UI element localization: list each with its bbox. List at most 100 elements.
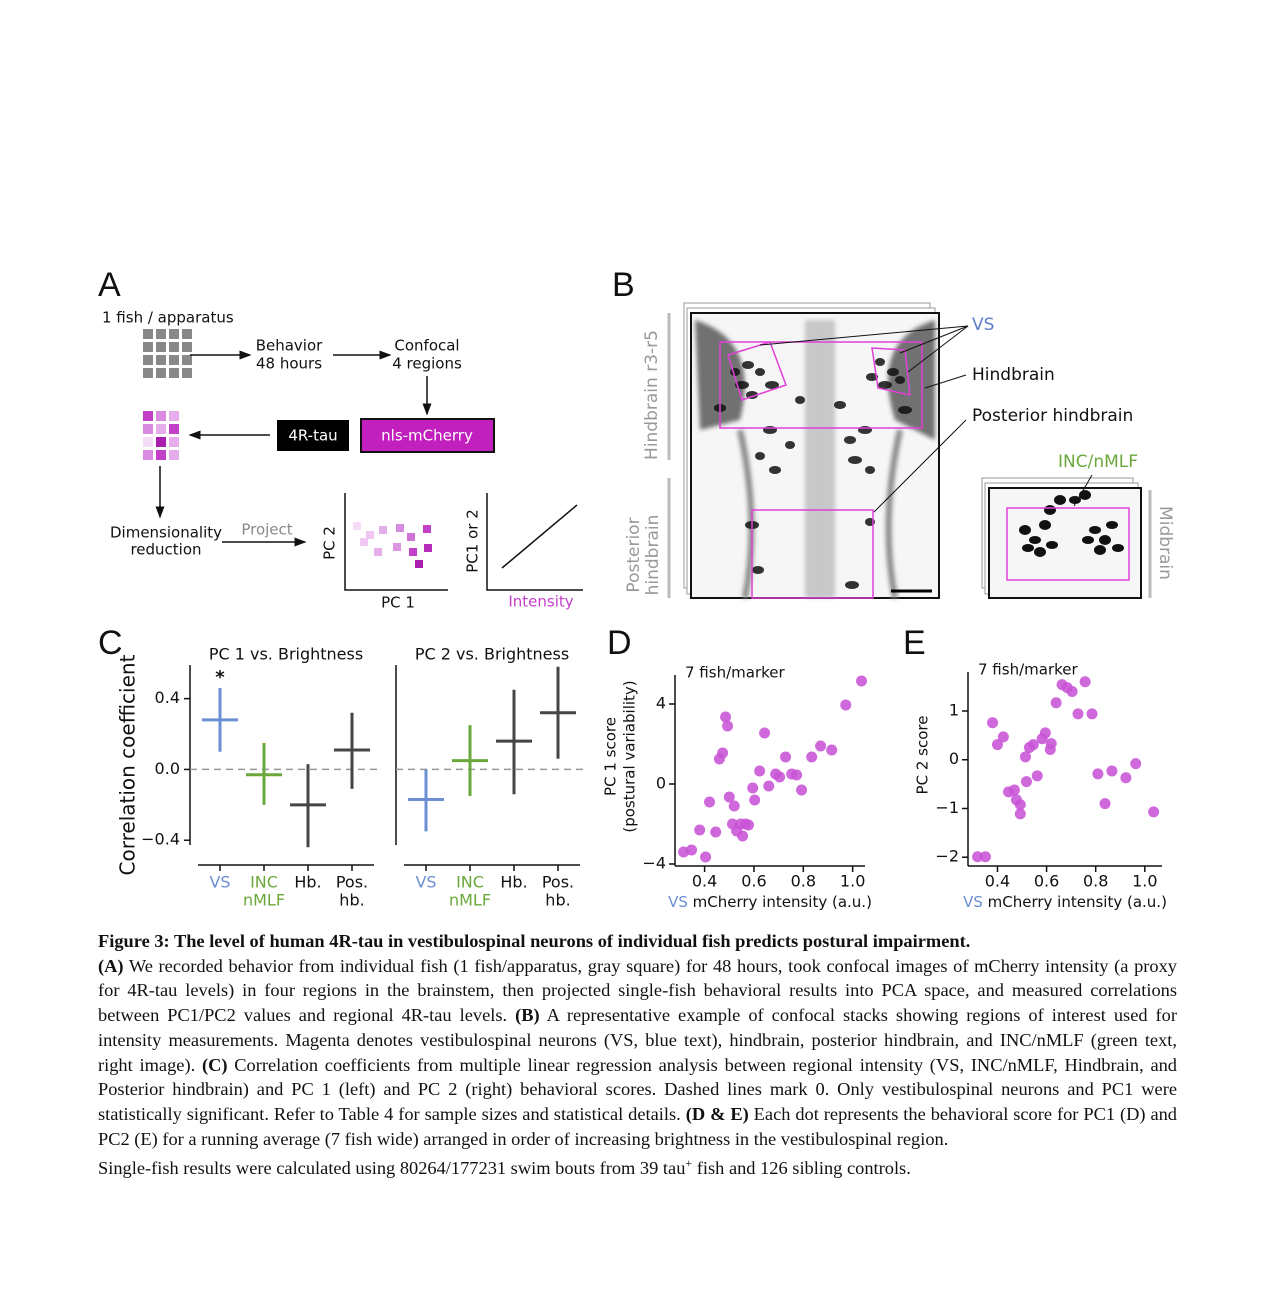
point (763, 780, 775, 792)
point (1066, 685, 1078, 697)
point (717, 747, 729, 759)
neuron (1069, 496, 1081, 504)
caption-text: fish and 126 sibling controls. (692, 1158, 911, 1179)
label: Intensity (508, 593, 573, 611)
square (156, 411, 166, 421)
point (1086, 708, 1098, 720)
x-tick-label: hb. (545, 891, 570, 910)
caption-text: (A) (98, 955, 124, 976)
label: PC 1 (381, 594, 415, 612)
x-tick-label: 1.0 (840, 872, 865, 891)
point (1120, 772, 1132, 784)
x-tick-label: VS (209, 873, 230, 892)
square (169, 368, 179, 378)
y-tick-label: 0 (949, 749, 959, 768)
neuron (1044, 505, 1056, 515)
y-tick-label: 0.4 (155, 688, 180, 707)
x-axis-label-part: mCherry intensity (a.u.) (688, 893, 872, 911)
caption-title: Figure 3: The level of human 4R-tau in v… (98, 931, 971, 951)
point (720, 711, 732, 723)
square (143, 342, 153, 352)
square (182, 329, 192, 339)
label: Hindbrain (972, 365, 1055, 385)
roi (719, 341, 923, 429)
x-tick-label: 0.6 (741, 872, 766, 891)
point (997, 731, 1009, 743)
point (754, 765, 766, 777)
square (156, 329, 166, 339)
square (169, 424, 179, 434)
annotation: 7 fish/marker (978, 661, 1078, 679)
label: 4 regions (392, 355, 462, 373)
point (979, 851, 991, 863)
point (791, 769, 803, 781)
point (722, 720, 734, 732)
point (1092, 768, 1104, 780)
square (366, 531, 374, 539)
square (156, 368, 166, 378)
roi (727, 341, 787, 401)
neuron (1034, 547, 1046, 557)
panel-b: Hindbrain r3-r5 Posterior hindbrain Midb… (624, 302, 1175, 599)
caption-text: We recorded behavior from individual fis… (98, 955, 1177, 1026)
point (774, 771, 786, 783)
neuron (895, 376, 905, 384)
square (143, 411, 153, 421)
neuron (785, 441, 795, 449)
y-tick-label: −4 (642, 854, 666, 873)
neuron (858, 426, 872, 434)
trend-line (501, 504, 578, 569)
label: 48 hours (256, 355, 322, 373)
point (826, 744, 838, 756)
neuron (1089, 526, 1101, 534)
panel-letter: C (98, 624, 123, 662)
square (143, 437, 153, 447)
neuron (866, 373, 878, 381)
square (156, 450, 166, 460)
caption-text: (C) (201, 1054, 228, 1075)
point (1008, 784, 1020, 796)
neuron (878, 381, 892, 389)
x-tick-label: 0.6 (1034, 872, 1059, 891)
annotation: 7 fish/marker (685, 664, 785, 682)
neuron (844, 436, 856, 444)
square (379, 526, 387, 534)
x-tick-label: Hb. (294, 873, 321, 892)
caption-paragraph: Single-fish results were calculated usin… (98, 1151, 1177, 1181)
square (407, 533, 415, 541)
point (728, 800, 740, 812)
square (143, 329, 153, 339)
point (686, 844, 698, 856)
y-axis-label: PC 2 score (914, 716, 932, 795)
point (737, 830, 749, 842)
square (423, 525, 431, 533)
annotation: * (215, 667, 225, 688)
neurons (714, 358, 912, 589)
chart-title: PC 2 vs. Brightness (415, 645, 569, 664)
square (396, 524, 404, 532)
point (1045, 738, 1057, 750)
y-axis-label: Correlation coefficient (116, 654, 140, 875)
point (972, 851, 984, 863)
neuron (742, 361, 754, 369)
square (143, 368, 153, 378)
neuron (1054, 495, 1066, 505)
caption-text: Single-fish results were calculated usin… (98, 1158, 686, 1179)
confocal-image (988, 487, 1142, 599)
label: Posterior hindbrain (972, 406, 1133, 426)
roi (751, 509, 874, 599)
square (156, 424, 166, 434)
point (743, 819, 755, 831)
label: reduction (130, 541, 201, 559)
x-tick-label: Hb. (500, 873, 527, 892)
point (749, 794, 761, 806)
square (156, 355, 166, 365)
square (415, 560, 423, 568)
square (353, 522, 361, 530)
point (723, 791, 735, 803)
label: Project (241, 521, 292, 539)
caption-text: Correlation coefficients from multiple l… (98, 1054, 1177, 1124)
x-tick-label: INC (456, 873, 484, 892)
